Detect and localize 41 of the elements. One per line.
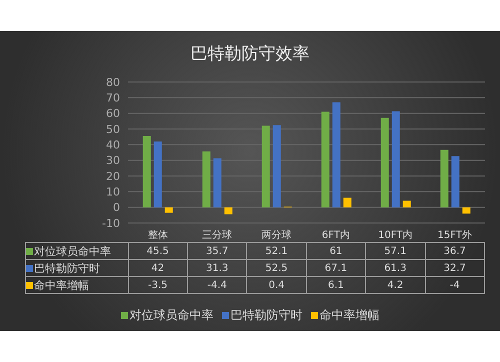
y-tick-label: 60: [106, 107, 120, 120]
legend-label: 对位球员命中率: [26, 242, 128, 260]
text: 命中率增幅: [34, 278, 89, 292]
x-tick-label: 两分球: [246, 227, 306, 242]
x-tick-label: 15FT外: [425, 227, 484, 242]
y-tick-label: 10: [106, 186, 120, 199]
y-tick-label: 50: [106, 122, 120, 136]
y-tick-label: -10: [102, 216, 120, 230]
data-label: 52.5: [246, 260, 306, 276]
y-tick-label: 80: [106, 76, 120, 89]
text: 对位球员命中率: [130, 308, 214, 322]
x-tick-label: 整体: [128, 227, 188, 242]
chart-title: 巴特勒防守效率: [190, 44, 310, 64]
data-label: 57.1: [366, 242, 426, 260]
data-label: 52.1: [246, 242, 306, 260]
x-tick-label: 10FT内: [366, 227, 426, 242]
legend-label: 命中率增幅: [318, 307, 380, 324]
y-tick-label: 30: [106, 154, 120, 168]
data-label: -3.5: [128, 276, 188, 294]
y-tick-label: 20: [106, 170, 120, 183]
data-label: 6.1: [306, 276, 366, 294]
data-label: 32.7: [425, 260, 484, 276]
x-tick-label: 三分球: [187, 227, 247, 242]
data-label: 61: [306, 242, 366, 260]
data-label: 31.3: [187, 260, 247, 276]
text: 巴特勒防守时: [230, 308, 302, 322]
data-label: 35.7: [187, 242, 247, 260]
data-label: 36.7: [425, 242, 484, 260]
data-label: 67.1: [306, 260, 366, 276]
legend-label: 巴特勒防守时: [26, 260, 128, 276]
data-label: 0.4: [246, 276, 306, 294]
data-label: -4: [425, 276, 484, 294]
y-tick-label: 0: [113, 201, 120, 214]
data-label: 42: [128, 260, 188, 276]
y-tick-label: 40: [106, 138, 120, 152]
x-tick-label: 6FT内: [306, 227, 366, 242]
data-label: -4.4: [187, 276, 247, 294]
y-tick-label: 70: [106, 92, 120, 105]
data-label: 45.5: [128, 242, 188, 260]
data-label: 4.2: [366, 276, 426, 294]
data-label: 61.3: [366, 260, 426, 276]
